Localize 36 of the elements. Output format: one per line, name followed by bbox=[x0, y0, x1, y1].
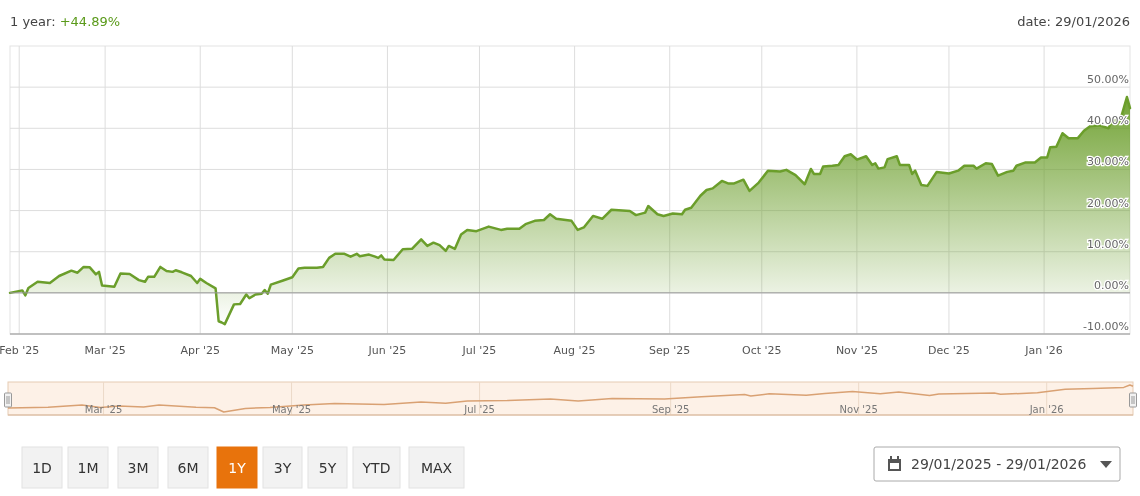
x-tick-label: Jul '25 bbox=[463, 404, 495, 415]
x-tick-label: Nov '25 bbox=[839, 404, 878, 415]
y-tick-label: 30.00% bbox=[1087, 155, 1129, 169]
text: MAX bbox=[420, 460, 453, 476]
y-tick-label: 50.00% bbox=[1087, 73, 1129, 87]
text: 1M bbox=[77, 460, 99, 476]
text: 1 year: +44.89% bbox=[10, 14, 121, 29]
text: date: 29/01/2026 bbox=[1017, 14, 1130, 29]
x-tick-label: Sep '25 bbox=[649, 344, 691, 357]
x-tick-label: May '25 bbox=[271, 404, 312, 415]
x-tick-label: Jun '25 bbox=[367, 344, 407, 357]
y-tick-label: 10.00% bbox=[1087, 237, 1129, 251]
text: 1Y bbox=[228, 460, 247, 476]
x-tick-label: Jul '25 bbox=[461, 344, 497, 357]
y-tick-label: -10.00% bbox=[1083, 320, 1129, 333]
x-tick-label: Oct '25 bbox=[742, 344, 782, 357]
x-tick-label: Mar '25 bbox=[84, 344, 126, 357]
x-tick-label: Jan '26 bbox=[1024, 344, 1063, 357]
x-tick-label: Apr '25 bbox=[180, 344, 221, 357]
x-tick-label: Jan '26 bbox=[1028, 404, 1064, 415]
text: 1D bbox=[32, 460, 52, 476]
x-tick-label: May '25 bbox=[270, 344, 314, 357]
x-tick-label: Dec '25 bbox=[928, 344, 970, 357]
x-tick-label: Feb '25 bbox=[0, 344, 40, 357]
y-tick-label: 20.00% bbox=[1087, 196, 1129, 210]
x-tick-label: Nov '25 bbox=[835, 344, 878, 357]
text: YTD bbox=[361, 460, 391, 476]
x-tick-label: Sep '25 bbox=[651, 404, 690, 415]
x-tick-label: Mar '25 bbox=[84, 404, 123, 415]
text: 3M bbox=[127, 460, 149, 476]
text: 5Y bbox=[318, 460, 337, 476]
x-tick-label: Aug '25 bbox=[553, 344, 596, 357]
y-tick-label: 0.00% bbox=[1094, 278, 1129, 292]
text: 3Y bbox=[273, 460, 292, 476]
text: 6M bbox=[177, 460, 199, 476]
text: 29/01/2025 - 29/01/2026 bbox=[911, 456, 1087, 472]
